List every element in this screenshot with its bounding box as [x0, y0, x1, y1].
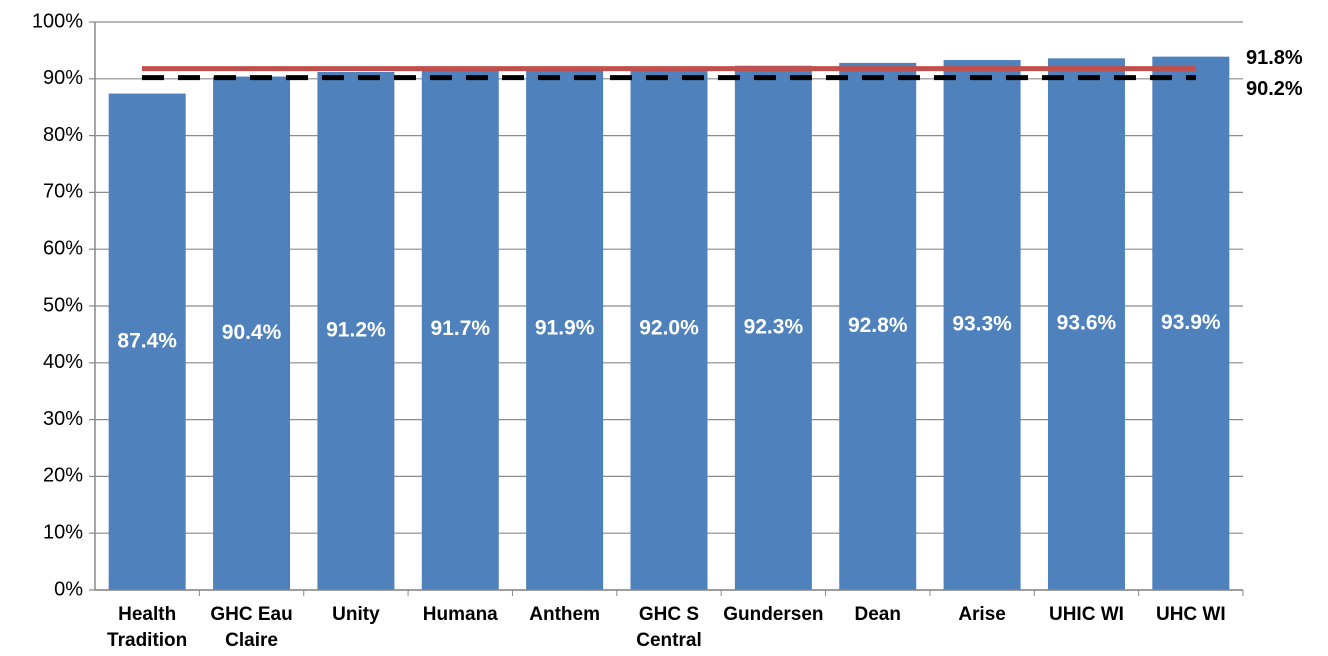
x-tick-label: Arise [958, 604, 1006, 625]
x-tick-label: Unity [332, 604, 380, 625]
y-tick-label: 60% [43, 237, 83, 259]
value-label: 93.9% [1161, 311, 1221, 334]
y-tick-label: 20% [43, 465, 83, 487]
reference-label: 91.8% [1246, 47, 1303, 69]
bar [526, 68, 604, 591]
value-label: 93.3% [952, 313, 1012, 336]
y-tick-label: 80% [43, 124, 83, 146]
value-label: 90.4% [222, 321, 282, 344]
y-tick-label: 10% [43, 521, 83, 543]
bar [1047, 58, 1125, 591]
value-label: 91.7% [430, 317, 490, 340]
bar [421, 69, 499, 591]
x-tick-label: GHC Eau Claire [210, 604, 293, 651]
y-tick-label: 90% [43, 67, 83, 89]
y-tick-label: 30% [43, 408, 83, 430]
value-label: 92.8% [848, 314, 908, 337]
x-tick-label: UHIC WI [1048, 604, 1124, 625]
value-label: 91.9% [535, 317, 595, 340]
bar [1152, 56, 1230, 590]
x-tick-label: Health Tradition [107, 604, 188, 651]
bar [317, 71, 395, 590]
value-label: 93.6% [1057, 312, 1117, 335]
y-tick-label: 0% [54, 578, 83, 600]
y-tick-label: 100% [32, 10, 83, 32]
bar [943, 60, 1021, 590]
bar [213, 76, 291, 590]
x-tick-label: Dean [854, 604, 901, 625]
reference-label: 90.2% [1246, 78, 1303, 100]
x-tick-label: Humana [422, 604, 498, 625]
x-tick-label: UHC WI [1155, 604, 1226, 625]
bar [108, 93, 186, 591]
bar [734, 65, 812, 590]
x-tick-label: Anthem [529, 604, 600, 625]
y-tick-label: 40% [43, 351, 83, 373]
y-tick-label: 50% [43, 294, 83, 316]
bar [839, 62, 917, 591]
value-label: 92.3% [744, 315, 804, 338]
value-label: 87.4% [117, 329, 177, 352]
x-tick-label: Gundersen [723, 604, 824, 625]
y-tick-label: 70% [43, 181, 83, 203]
x-tick-label: GHC S Central [636, 604, 702, 651]
bar [630, 67, 708, 590]
value-label: 91.2% [326, 319, 386, 342]
value-label: 92.0% [639, 316, 699, 339]
